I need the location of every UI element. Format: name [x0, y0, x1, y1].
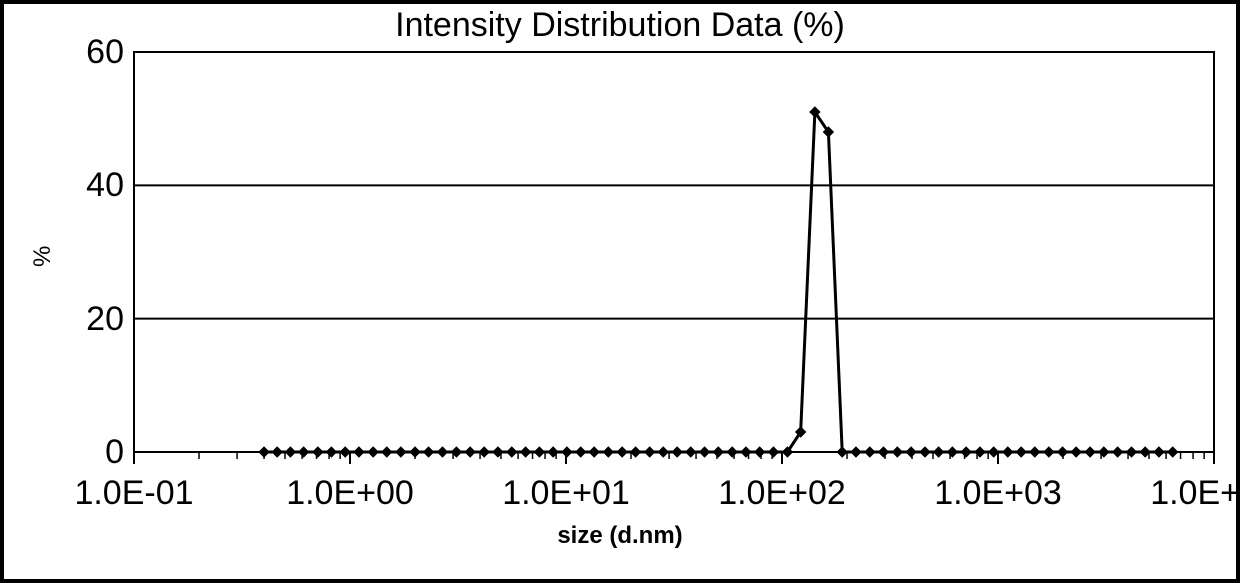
- data-marker: [272, 447, 282, 457]
- data-marker: [1071, 447, 1081, 457]
- data-marker: [878, 447, 888, 457]
- data-marker: [299, 447, 309, 457]
- ytick-label: 20: [49, 300, 124, 339]
- chart-svg: [134, 52, 1214, 472]
- data-marker: [576, 447, 586, 457]
- data-marker: [1058, 447, 1068, 457]
- data-marker: [686, 447, 696, 457]
- data-marker: [837, 447, 847, 457]
- x-axis-label: size (d.nm): [4, 522, 1236, 550]
- chart-frame: Intensity Distribution Data (%) % size (…: [0, 0, 1240, 583]
- data-marker: [658, 447, 668, 457]
- data-marker: [340, 447, 350, 457]
- ytick-label: 60: [49, 33, 124, 72]
- data-marker: [700, 447, 710, 457]
- data-marker: [465, 447, 475, 457]
- ytick-label: 40: [49, 166, 124, 205]
- data-marker: [768, 447, 778, 457]
- chart-title: Intensity Distribution Data (%): [4, 6, 1236, 45]
- data-marker: [382, 447, 392, 457]
- data-marker: [631, 447, 641, 457]
- data-marker: [755, 447, 765, 457]
- data-marker: [603, 447, 613, 457]
- data-marker: [396, 447, 406, 457]
- data-marker: [326, 447, 336, 457]
- data-marker: [892, 447, 902, 457]
- data-marker: [920, 447, 930, 457]
- data-marker: [259, 447, 269, 457]
- data-marker: [906, 447, 916, 457]
- data-marker: [713, 447, 723, 457]
- data-marker: [1030, 447, 1040, 457]
- data-marker: [1016, 447, 1026, 457]
- xtick-label: 1.0E-01: [44, 474, 224, 513]
- data-marker: [672, 447, 682, 457]
- data-marker: [354, 447, 364, 457]
- data-marker: [313, 447, 323, 457]
- data-marker: [947, 447, 957, 457]
- data-marker: [1044, 447, 1054, 457]
- data-marker: [507, 447, 517, 457]
- data-marker: [368, 447, 378, 457]
- data-marker: [1168, 447, 1178, 457]
- plot-area: [134, 52, 1214, 452]
- data-marker: [424, 447, 434, 457]
- data-marker: [437, 447, 447, 457]
- data-marker: [1003, 447, 1013, 457]
- data-marker: [285, 447, 295, 457]
- xtick-label: 1.0E+00: [260, 474, 440, 513]
- data-marker: [534, 447, 544, 457]
- xtick-label: 1.0E+02: [692, 474, 872, 513]
- data-marker: [727, 447, 737, 457]
- data-marker: [1154, 447, 1164, 457]
- data-marker: [562, 447, 572, 457]
- data-marker: [521, 447, 531, 457]
- data-marker: [865, 447, 875, 457]
- data-marker: [961, 447, 971, 457]
- data-marker: [645, 447, 655, 457]
- data-marker: [851, 447, 861, 457]
- xtick-label: 1.0E+01: [476, 474, 656, 513]
- data-marker: [617, 447, 627, 457]
- data-marker: [741, 447, 751, 457]
- data-marker: [1113, 447, 1123, 457]
- ytick-label: 0: [49, 433, 124, 472]
- y-axis-label: %: [29, 246, 57, 267]
- data-marker: [589, 447, 599, 457]
- data-marker: [410, 447, 420, 457]
- xtick-label: 1.0E+03: [908, 474, 1088, 513]
- data-marker: [934, 447, 944, 457]
- xtick-label: 1.0E+04: [1124, 474, 1240, 513]
- data-marker: [1085, 447, 1095, 457]
